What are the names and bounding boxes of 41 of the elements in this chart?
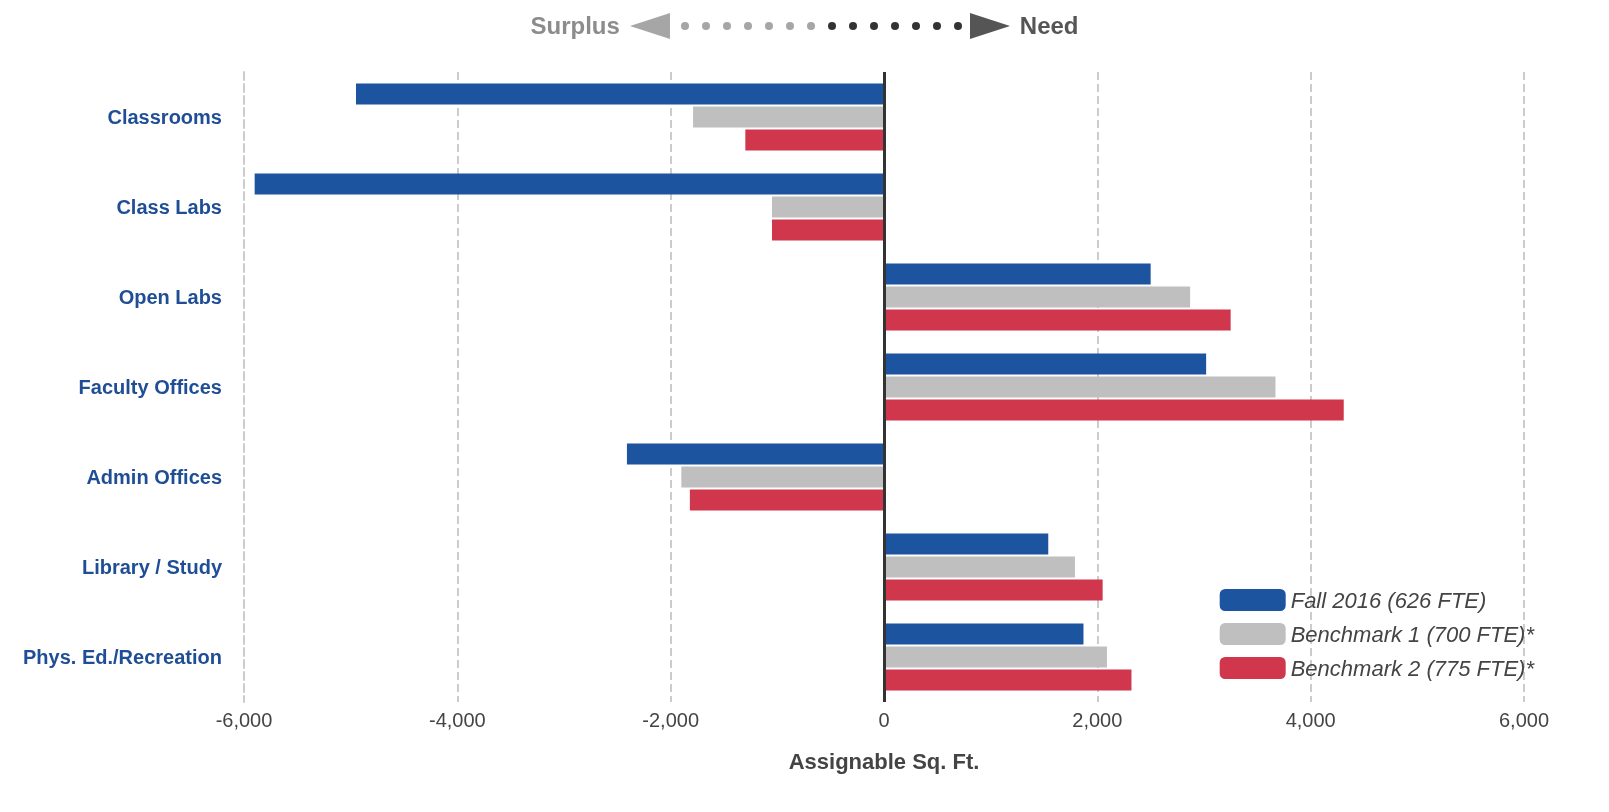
x-tick-label: 2,000 [1072,709,1123,731]
bar [626,443,884,465]
text: Surplus [530,12,620,40]
bar [884,579,1103,601]
bar [693,106,884,128]
x-tick-label: -2,000 [642,709,700,731]
bar [884,623,1084,645]
bar [884,646,1107,668]
bar [884,376,1276,398]
legend-label: Benchmark 1 (700 FTE)* [1290,621,1536,647]
y-tick-label: Faculty Offices [78,376,222,398]
bar [884,286,1191,308]
x-tick-label: -6,000 [215,709,273,731]
bar [356,83,884,105]
x-axis-title: Assignable Sq. Ft. [788,748,980,774]
bar [884,533,1049,555]
bar [884,669,1132,691]
bar [884,399,1344,421]
x-tick-label: -4,000 [428,709,486,731]
x-tick-label: 0 [878,709,890,731]
text: Need [1019,12,1079,40]
x-tick-label: 6,000 [1498,709,1550,731]
bar [772,196,884,218]
y-tick-label: Phys. Ed./Recreation [23,646,222,668]
legend-label: Fall 2016 (626 FTE) [1290,587,1487,613]
bar [254,173,884,195]
bar [689,489,884,511]
bar [772,219,884,241]
y-tick-label: Classrooms [107,106,222,128]
bar [745,129,884,151]
bar [884,556,1075,578]
bar [884,263,1151,285]
y-tick-label: Library / Study [81,556,223,578]
bar [884,353,1207,375]
y-tick-label: Open Labs [118,286,222,308]
bar [884,309,1231,331]
legend-label: Benchmark 2 (775 FTE)* [1290,655,1536,681]
x-tick-label: 4,000 [1285,709,1336,731]
bar [681,466,884,488]
y-tick-label: Admin Offices [86,466,222,488]
y-tick-label: Class Labs [116,196,222,218]
